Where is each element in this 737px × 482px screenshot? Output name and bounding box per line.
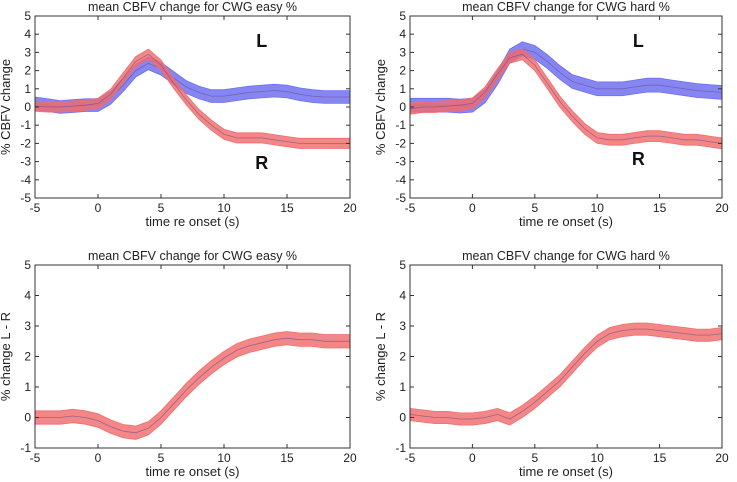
y-tick-label: -1 xyxy=(20,441,31,455)
y-tick-label: -4 xyxy=(395,173,406,187)
chart-title: mean CBFV change for CWG hard % xyxy=(462,249,670,263)
y-tick-label: -3 xyxy=(20,155,31,169)
y-tick-label: -1 xyxy=(395,441,406,455)
x-tick-label: 0 xyxy=(95,451,102,465)
x-tick-label: 10 xyxy=(217,451,231,465)
y-tick-label: -2 xyxy=(395,136,406,150)
series-band-lr xyxy=(34,331,351,440)
y-tick-label: -4 xyxy=(20,173,31,187)
y-tick-label: 0 xyxy=(399,411,406,425)
y-tick-label: 3 xyxy=(24,319,31,333)
x-axis-label: time re onset (s) xyxy=(146,214,240,229)
chart-title: mean CBFV change for CWG easy % xyxy=(88,249,297,263)
series-annotation-r: R xyxy=(255,153,268,173)
x-tick-label: 10 xyxy=(591,201,605,215)
x-tick-label: 15 xyxy=(280,451,294,465)
x-tick-label: 5 xyxy=(158,201,165,215)
y-tick-label: 0 xyxy=(24,411,31,425)
x-tick-label: 20 xyxy=(343,451,357,465)
x-tick-label: 0 xyxy=(469,451,476,465)
y-tick-label: 2 xyxy=(399,64,406,78)
y-tick-label: 5 xyxy=(399,9,406,23)
panel-2: L R -5 0 5 10 15 20 -5 -4 -3 -2 -1 0 1 2 3 4 5 mean CBFV ch… xyxy=(373,0,729,229)
x-tick-label: 15 xyxy=(653,201,667,215)
y-tick-label: 1 xyxy=(24,82,31,96)
y-tick-label: 4 xyxy=(24,27,31,41)
x-tick-label: 20 xyxy=(715,451,729,465)
series-mean-line-lr xyxy=(35,337,350,434)
panel-3: -5 0 5 10 15 20 -1 0 1 2 3 4 5 mean CBFV change for C… xyxy=(0,249,357,479)
x-tick-label: 5 xyxy=(531,451,538,465)
x-tick-label: 15 xyxy=(653,451,667,465)
x-axis-label: time re onset (s) xyxy=(146,464,240,479)
y-tick-label: -2 xyxy=(20,136,31,150)
y-tick-label: 0 xyxy=(399,100,406,114)
y-tick-label: 1 xyxy=(399,82,406,96)
x-tick-label: 20 xyxy=(715,201,729,215)
series-mean-line-lr xyxy=(409,328,723,420)
y-tick-label: 4 xyxy=(24,289,31,303)
x-tick-label: -5 xyxy=(30,451,41,465)
chart-title: mean CBFV change for CWG hard % xyxy=(462,0,670,14)
y-axis-label: % change L - R xyxy=(0,312,13,401)
y-tick-label: 3 xyxy=(24,45,31,59)
y-tick-label: 5 xyxy=(24,9,31,23)
y-tick-label: 1 xyxy=(399,380,406,394)
x-tick-label: -5 xyxy=(405,451,416,465)
x-tick-label: 15 xyxy=(280,201,294,215)
x-axis-label: time re onset (s) xyxy=(519,214,613,229)
y-tick-label: -5 xyxy=(395,191,406,205)
series-mean-line-r xyxy=(34,53,350,144)
y-tick-label: -1 xyxy=(20,118,31,132)
series-mean-line-r xyxy=(409,53,723,144)
y-axis-label: % CBFV change xyxy=(373,59,388,155)
y-tick-label: 0 xyxy=(24,100,31,114)
y-tick-label: 4 xyxy=(399,289,406,303)
y-tick-label: 1 xyxy=(24,380,31,394)
series-annotation-r: R xyxy=(632,149,645,169)
x-tick-label: -5 xyxy=(405,201,416,215)
x-tick-label: 0 xyxy=(469,201,476,215)
x-tick-label: 10 xyxy=(217,201,231,215)
x-tick-label: 0 xyxy=(95,201,102,215)
x-axis-label: time re onset (s) xyxy=(519,464,613,479)
y-axis-label: % CBFV change xyxy=(0,59,13,155)
y-tick-label: -3 xyxy=(395,155,406,169)
x-tick-label: 5 xyxy=(531,201,538,215)
chart-title: mean CBFV change for CWG easy % xyxy=(88,0,297,14)
panel-4: -5 0 5 10 15 20 -1 0 1 2 3 4 5 mean CBFV change for C… xyxy=(373,249,729,479)
y-tick-label: 2 xyxy=(24,64,31,78)
series-annotation-l: L xyxy=(256,31,267,51)
x-tick-label: -5 xyxy=(30,201,41,215)
y-tick-label: 3 xyxy=(399,45,406,59)
y-tick-label: 2 xyxy=(399,350,406,364)
y-tick-label: -5 xyxy=(20,191,31,205)
y-tick-label: 3 xyxy=(399,319,406,333)
y-tick-label: 2 xyxy=(24,350,31,364)
panel-1: L R -5 0 5 10 15 20 -5 -4 -3 -2 -1 0 1 2 3 4 5 mean CBFV ch… xyxy=(0,0,357,229)
y-tick-label: 5 xyxy=(24,258,31,272)
series-annotation-l: L xyxy=(633,31,644,51)
y-axis-label: % change L - R xyxy=(373,312,388,401)
y-tick-label: 4 xyxy=(399,27,406,41)
y-tick-label: 5 xyxy=(399,258,406,272)
x-tick-label: 10 xyxy=(591,451,605,465)
y-tick-label: -1 xyxy=(395,118,406,132)
x-tick-label: 20 xyxy=(343,201,357,215)
x-tick-label: 5 xyxy=(158,451,165,465)
